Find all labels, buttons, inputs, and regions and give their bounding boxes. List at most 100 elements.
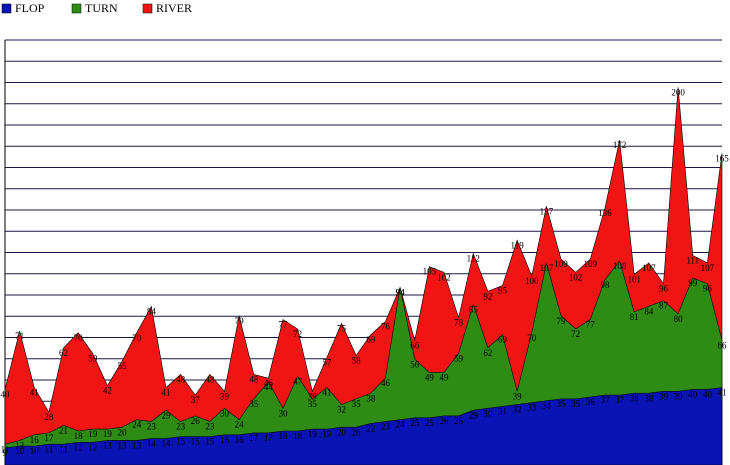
data-label: 41 <box>30 388 39 398</box>
data-label: 25 <box>410 418 420 428</box>
data-label: 102 <box>437 272 451 282</box>
data-label: 17 <box>249 433 259 443</box>
data-label: 76 <box>381 322 391 332</box>
data-label: 10 <box>30 446 40 456</box>
data-label: 49 <box>439 373 449 383</box>
data-label: 19 <box>308 429 318 439</box>
data-label: 35 <box>352 399 362 409</box>
data-label: 14 <box>147 439 157 449</box>
data-label: 107 <box>701 263 715 273</box>
data-label: 19 <box>88 429 98 439</box>
data-label: 99 <box>688 278 698 288</box>
legend-swatch <box>71 3 82 14</box>
data-label: 96 <box>703 284 713 294</box>
data-label: 136 <box>598 208 612 218</box>
data-label: 33 <box>527 403 537 413</box>
data-label: 172 <box>613 140 627 150</box>
data-label: 20 <box>337 427 347 437</box>
data-label: 30 <box>483 408 493 418</box>
data-label: 39 <box>674 391 684 401</box>
data-label: 35 <box>571 399 581 409</box>
legend-swatch <box>142 3 153 14</box>
data-label: 36 <box>586 397 596 407</box>
data-label: 40 <box>703 390 713 400</box>
data-label: 13 <box>103 441 113 451</box>
data-label: 39 <box>513 391 523 401</box>
data-label: 35 <box>557 399 567 409</box>
data-label: 81 <box>630 312 639 322</box>
data-label: 23 <box>176 422 186 432</box>
data-label: 25 <box>425 418 435 428</box>
data-label: 17 <box>44 433 54 443</box>
data-label: 14 <box>161 439 171 449</box>
data-label: 30 <box>220 408 230 418</box>
data-label: 15 <box>205 437 215 447</box>
data-label: 16 <box>235 435 245 445</box>
data-label: 102 <box>569 272 583 282</box>
data-label: 58 <box>352 356 362 366</box>
data-label: 38 <box>630 393 640 403</box>
data-label: 31 <box>498 407 507 417</box>
data-label: 32 <box>337 405 346 415</box>
data-label: 18 <box>74 431 84 441</box>
data-label: 96 <box>659 284 669 294</box>
data-label: 49 <box>425 373 435 383</box>
data-label: 94 <box>396 288 406 298</box>
data-label: 20 <box>118 427 128 437</box>
data-label: 46 <box>264 378 274 388</box>
data-label: 30 <box>279 408 289 418</box>
data-label: 165 <box>715 153 729 163</box>
data-label: 56 <box>410 359 420 369</box>
data-label: 78 <box>454 318 464 328</box>
data-label: 200 <box>671 87 685 97</box>
legend-label: RIVER <box>156 1 192 15</box>
data-label: 111 <box>686 255 699 265</box>
data-label: 48 <box>249 374 259 384</box>
data-label: 18 <box>293 431 303 441</box>
data-label: 21 <box>59 425 68 435</box>
data-label: 35 <box>308 399 318 409</box>
data-label: 48 <box>205 374 215 384</box>
data-label: 39 <box>308 391 318 401</box>
data-label: 100 <box>525 276 539 286</box>
data-label: 94 <box>396 288 406 298</box>
data-label: 95 <box>498 286 508 296</box>
data-label: 41 <box>718 388 727 398</box>
data-label: 119 <box>511 240 525 250</box>
data-label: 112 <box>467 254 480 264</box>
data-label: 62 <box>483 348 492 358</box>
data-label: 12 <box>74 442 83 452</box>
data-label: 62 <box>59 348 68 358</box>
data-label: 13 <box>132 441 142 451</box>
data-label: 35 <box>249 399 259 409</box>
data-label: 72 <box>293 329 302 339</box>
data-label: 55 <box>118 361 128 371</box>
area <box>4 387 723 465</box>
data-label: 85 <box>469 305 479 315</box>
data-label: 42 <box>103 386 112 396</box>
data-label: 107 <box>642 263 656 273</box>
data-label: 24 <box>235 420 245 430</box>
data-label: 11 <box>59 444 68 454</box>
data-label: 109 <box>584 259 598 269</box>
legend-label: TURN <box>85 1 118 15</box>
data-label: 34 <box>542 401 552 411</box>
data-label: 13 <box>118 441 128 451</box>
data-label: 108 <box>613 261 627 271</box>
data-label: 69 <box>366 335 376 345</box>
data-label: 23 <box>381 422 391 432</box>
data-label: 19 <box>103 429 113 439</box>
data-label: 13 <box>15 441 25 451</box>
data-label: 69 <box>498 335 508 345</box>
data-label: 41 <box>161 388 170 398</box>
data-label: 29 <box>469 410 479 420</box>
data-label: 38 <box>366 393 376 403</box>
data-label: 87 <box>659 301 669 311</box>
data-label: 66 <box>718 340 728 350</box>
data-label: 41 <box>322 388 331 398</box>
data-label: 57 <box>322 357 332 367</box>
data-label: 11 <box>1 444 10 454</box>
data-label: 79 <box>235 316 245 326</box>
data-label: 107 <box>540 263 554 273</box>
